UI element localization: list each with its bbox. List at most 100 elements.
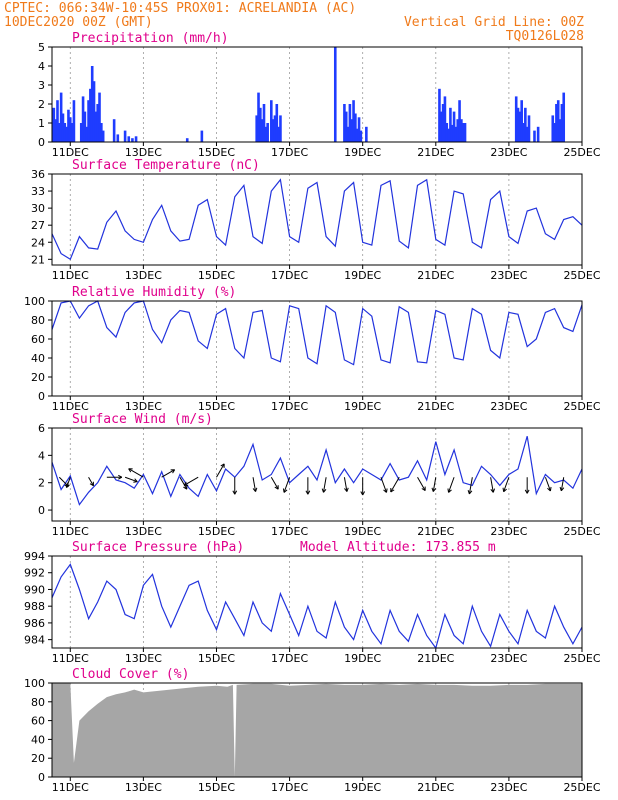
- wind-title: Surface Wind (m/s): [72, 412, 213, 427]
- pressure-ytick-label: 986: [24, 617, 45, 630]
- precip-bar: [454, 126, 458, 142]
- wind-vector: [65, 477, 71, 488]
- wind-xtick-label: 17DEC: [271, 525, 308, 538]
- wind-ytick-label: 0: [38, 504, 45, 517]
- pressure-xtick-label: 13DEC: [125, 652, 162, 665]
- temperature-ytick-label: 21: [31, 253, 45, 266]
- precip-bar: [59, 92, 63, 142]
- precip-bar: [259, 107, 262, 142]
- humidity-ytick-label: 100: [24, 295, 45, 308]
- temperature-ytick-label: 24: [31, 236, 45, 249]
- wind-series-line: [51, 436, 583, 506]
- precip-bar: [92, 81, 96, 142]
- humidity-ytick-label: 40: [31, 352, 45, 365]
- pressure-ytick-label: 994: [24, 550, 45, 563]
- precip-bar: [65, 126, 68, 142]
- temperature-xtick-label: 11DEC: [52, 269, 89, 282]
- precip-xtick-label: 25DEC: [563, 146, 600, 159]
- humidity-ytick-label: 0: [38, 390, 45, 403]
- precip-bar: [445, 123, 449, 142]
- precip-bar: [266, 123, 269, 142]
- precip-bar: [524, 107, 527, 142]
- precip-bar: [346, 126, 350, 142]
- wind-vector: [343, 477, 349, 492]
- wind-vector: [179, 476, 188, 490]
- panel-cloud-cover: Cloud Cover (%) 0 20 40 60 80 100 11DEC 13DEC 15D…: [24, 667, 601, 794]
- precip-bar: [112, 119, 116, 142]
- precip-bar: [518, 111, 522, 142]
- precip-xtick-label: 21DEC: [417, 146, 454, 159]
- wind-xtick-label: 25DEC: [563, 525, 600, 538]
- precip-bar: [449, 107, 452, 142]
- precip-bar: [275, 104, 279, 142]
- precip-bar: [87, 100, 90, 142]
- precip-bar: [52, 107, 56, 142]
- cloud-title: Cloud Cover (%): [72, 667, 189, 682]
- humidity-ytick-label: 80: [31, 314, 45, 327]
- temperature-xtick-label: 23DEC: [490, 269, 527, 282]
- precip-bar: [555, 104, 558, 142]
- precip-bar: [100, 123, 103, 142]
- pressure-ytick-label: 988: [24, 600, 45, 613]
- precip-bar: [279, 115, 282, 142]
- wind-vector: [232, 477, 238, 495]
- temperature-series-line: [51, 178, 583, 261]
- wind-xtick-label: 23DEC: [490, 525, 527, 538]
- wind-frame: [51, 427, 583, 522]
- cloud-xtick-label: 23DEC: [490, 781, 527, 794]
- header-date: 10DEC2020 00Z (GMT): [4, 15, 153, 30]
- precip-bar: [85, 126, 89, 142]
- header-model-id: TQ0126L028: [506, 29, 584, 44]
- precip-bar: [520, 100, 523, 142]
- temperature-xtick-label: 21DEC: [417, 269, 454, 282]
- precip-bar: [200, 130, 204, 142]
- wind-xtick-label: 13DEC: [125, 525, 162, 538]
- wind-ytick-label: 2: [38, 477, 45, 490]
- precip-bar: [514, 96, 518, 142]
- humidity-xtick-label: 13DEC: [125, 400, 162, 413]
- precip-bar: [54, 119, 57, 142]
- precip-bar: [452, 111, 456, 142]
- precip-bar: [536, 126, 540, 142]
- pressure-xtick-label: 23DEC: [490, 652, 527, 665]
- precip-bar: [359, 130, 363, 142]
- precip-bar: [560, 104, 564, 142]
- wind-vector: [128, 468, 144, 478]
- wind-vector: [216, 463, 225, 478]
- cloud-ytick-label: 20: [31, 752, 45, 765]
- humidity-xtick-label: 21DEC: [417, 400, 454, 413]
- temperature-xtick-label: 15DEC: [198, 269, 235, 282]
- panel-precipitation: Precipitation (mm/h) 0 1 2 3 4 5 11DEC 13DEC 15DE…: [38, 31, 601, 159]
- humidity-ytick-label: 20: [31, 371, 45, 384]
- precip-bar: [344, 111, 348, 142]
- wind-vector: [106, 474, 123, 480]
- cloud-xtick-label: 21DEC: [417, 781, 454, 794]
- precip-ytick-label: 4: [38, 60, 45, 73]
- precip-title: Precipitation (mm/h): [72, 31, 229, 46]
- humidity-xtick-label: 15DEC: [198, 400, 235, 413]
- wind-vector: [431, 477, 437, 492]
- wind-vector: [124, 476, 138, 483]
- wind-vector: [282, 477, 291, 493]
- wind-vector: [183, 476, 199, 486]
- precip-bar: [61, 113, 65, 142]
- precip-bar: [81, 96, 85, 142]
- precip-bar: [257, 92, 260, 142]
- temperature-ytick-label: 36: [31, 168, 45, 181]
- cloud-ytick-label: 80: [31, 696, 45, 709]
- wind-xtick-label: 19DEC: [344, 525, 381, 538]
- precip-bar: [365, 126, 368, 142]
- precip-bar: [70, 123, 74, 142]
- precip-bar: [450, 124, 454, 142]
- panel-surface-temperature: Surface Temperature (nC) 21 24 27 30 33 36 11DE…: [31, 158, 601, 282]
- humidity-xtick-label: 25DEC: [563, 400, 600, 413]
- precip-bar: [352, 100, 355, 142]
- wind-ytick-label: 6: [38, 422, 45, 435]
- cloud-cover-area: [52, 683, 582, 777]
- precip-bar: [98, 92, 101, 142]
- pressure-series-line: [51, 563, 583, 650]
- precip-bar: [350, 119, 354, 142]
- precip-bar: [72, 100, 76, 142]
- wind-vector: [417, 476, 426, 491]
- precip-bar: [558, 119, 562, 142]
